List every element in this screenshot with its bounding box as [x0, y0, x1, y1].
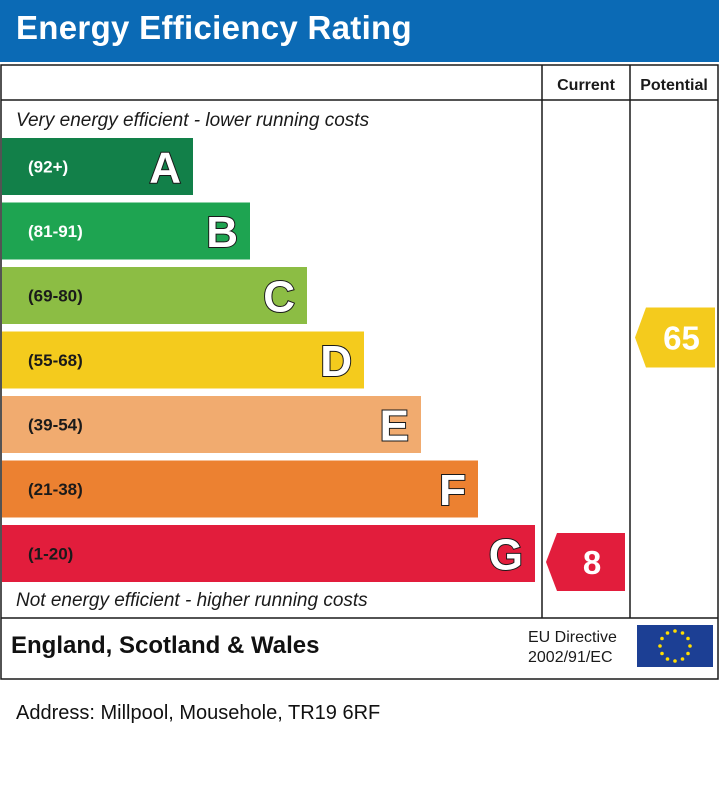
current-rating-value: 8 [583, 544, 601, 581]
rating-bands: (92+) A (81-91) B (69-80) C (55-68) D (39-54) E (2… [2, 138, 535, 582]
band-bar-g [2, 525, 535, 582]
band-range-c: (69-80) [28, 287, 83, 306]
band-letter-c: C [263, 273, 295, 322]
band-letter-d: D [320, 337, 352, 386]
current-rating-arrow [546, 533, 625, 591]
potential-column-label: Potential [640, 77, 708, 94]
current-column-label: Current [557, 77, 615, 94]
band-range-f: (21-38) [28, 480, 83, 499]
band-bar-f [2, 460, 478, 518]
band-range-a: (92+) [28, 158, 68, 177]
eu-flag-star [665, 631, 670, 635]
band-bar-a [2, 138, 193, 195]
band-range-d: (55-68) [28, 351, 83, 370]
chart-frame: Current Potential Very energy efficient - … [0, 64, 719, 680]
eu-flag-star [658, 644, 662, 648]
potential-rating-arrow [635, 307, 715, 368]
energy-rating-chart: Current Potential Very energy efficient - … [0, 64, 719, 680]
band-letter-g: G [489, 531, 523, 580]
eu-flag-star [686, 636, 690, 641]
band-range-g: (1-20) [28, 545, 73, 564]
bottom-caption: Not energy efficient - higher running co… [16, 590, 368, 611]
chart-footer: England, Scotland & Wales EU Directive 200… [11, 625, 713, 667]
top-caption: Very energy efficient - lower running co… [16, 110, 370, 131]
band-bar-c [2, 267, 307, 324]
potential-rating-value: 65 [663, 320, 700, 357]
eu-flag-star [660, 636, 664, 641]
property-address: Address: Millpool, Mousehole, TR19 6RF [16, 702, 381, 724]
eu-flag-star [686, 651, 690, 656]
eu-flag-star [688, 644, 692, 648]
band-bar-d [2, 331, 364, 389]
eu-flag-star [680, 657, 685, 661]
footer-region-label: England, Scotland & Wales [11, 632, 319, 659]
rating-markers: 65 8 [546, 307, 715, 591]
frame-border [0, 64, 719, 680]
eu-directive-number: 2002/91/EC [528, 649, 613, 666]
header-bar: Energy Efficiency Rating [0, 0, 719, 62]
band-letter-a: A [149, 144, 181, 193]
eu-directive-label: EU Directive [528, 629, 617, 646]
band-letter-b: B [206, 208, 238, 257]
eu-flag-star [660, 651, 664, 656]
eu-flag-star [673, 629, 677, 633]
eu-flag-star [665, 657, 670, 661]
band-bar-b [2, 202, 250, 260]
eu-flag-star [673, 659, 677, 663]
band-bar-e [2, 396, 421, 453]
band-letter-f: F [439, 466, 466, 515]
band-range-b: (81-91) [28, 222, 83, 241]
band-range-e: (39-54) [28, 416, 83, 435]
eu-flag-star [680, 631, 685, 635]
band-letter-e: E [380, 402, 409, 451]
chart-title: Energy Efficiency Rating [16, 9, 412, 46]
